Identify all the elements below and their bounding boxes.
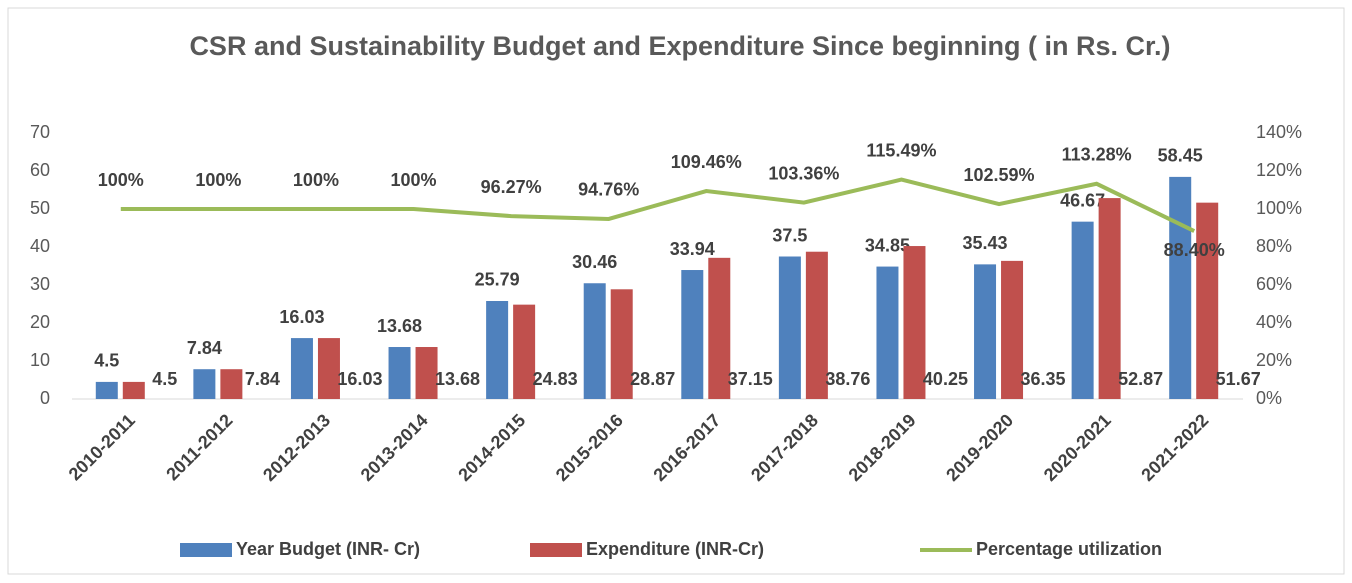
y2-tick-label: 120% [1256, 160, 1302, 180]
data-label: 100% [391, 170, 437, 190]
y-tick-label: 20 [30, 312, 50, 332]
data-label: 100% [195, 170, 241, 190]
data-label: 100% [98, 170, 144, 190]
legend-label: Percentage utilization [976, 539, 1162, 559]
bar [1071, 221, 1094, 399]
bar [193, 369, 216, 399]
data-label: 109.46% [671, 152, 742, 172]
data-label: 96.27% [481, 177, 542, 197]
data-label: 115.49% [866, 140, 936, 160]
data-label: 16.03 [337, 369, 382, 389]
y-tick-label: 10 [30, 350, 50, 370]
bar [415, 347, 438, 399]
data-label: 100% [293, 170, 339, 190]
bar [388, 347, 411, 399]
bar [708, 257, 731, 399]
data-label: 16.03 [279, 307, 324, 327]
bar [974, 264, 997, 399]
bar [1169, 176, 1192, 399]
bar [903, 246, 926, 399]
y2-tick-label: 80% [1256, 236, 1292, 256]
data-label: 88.40% [1164, 240, 1225, 260]
chart-border [7, 7, 1345, 575]
bar [122, 381, 145, 399]
y-tick-label: 60 [30, 160, 50, 180]
data-label: 25.79 [475, 270, 520, 290]
line-series [120, 177, 1196, 233]
bar [583, 283, 606, 399]
bar [778, 256, 801, 399]
data-label: 7.84 [245, 369, 280, 389]
y-tick-label: 40 [30, 236, 50, 256]
y-tick-label: 50 [30, 198, 50, 218]
data-label: 37.15 [728, 369, 773, 389]
data-label: 36.35 [1021, 369, 1066, 389]
data-label: 37.5 [772, 225, 807, 245]
data-label: 52.87 [1118, 369, 1163, 389]
bar [681, 270, 704, 399]
bar [610, 289, 633, 399]
data-label: 30.46 [572, 252, 617, 272]
legend-swatch [180, 543, 232, 557]
data-label: 33.94 [670, 239, 715, 259]
bar [513, 304, 536, 399]
chart-title: CSR and Sustainability Budget and Expend… [189, 31, 1171, 61]
data-label: 34.85 [865, 235, 910, 255]
y2-tick-label: 20% [1256, 350, 1292, 370]
bar [317, 338, 340, 399]
bar [1196, 202, 1219, 399]
data-label: 46.67 [1060, 190, 1105, 210]
data-label: 13.68 [377, 316, 422, 336]
bar [1001, 260, 1024, 399]
bar [876, 266, 899, 399]
bar [95, 381, 118, 399]
data-label: 35.43 [963, 233, 1008, 253]
data-label: 4.5 [94, 351, 119, 371]
data-label: 24.83 [533, 369, 578, 389]
legend-swatch [530, 543, 582, 557]
data-label: 7.84 [187, 338, 222, 358]
data-label: 4.5 [152, 369, 177, 389]
y-tick-label: 0 [40, 388, 50, 408]
data-label: 40.25 [923, 369, 968, 389]
y-tick-label: 30 [30, 274, 50, 294]
y2-tick-label: 40% [1256, 312, 1292, 332]
legend-label: Expenditure (INR-Cr) [586, 539, 764, 559]
y2-tick-label: 0% [1256, 388, 1282, 408]
data-label: 51.67 [1216, 369, 1261, 389]
y2-tick-label: 140% [1256, 122, 1302, 142]
bar [220, 369, 243, 399]
bar [1098, 198, 1121, 399]
data-label: 102.59% [964, 165, 1035, 185]
bar [805, 251, 828, 399]
bar [486, 300, 509, 399]
data-label: 13.68 [435, 369, 480, 389]
data-label: 103.36% [768, 163, 839, 183]
y2-tick-label: 100% [1256, 198, 1302, 218]
bar [290, 338, 313, 399]
data-label: 94.76% [578, 180, 639, 200]
legend-label: Year Budget (INR- Cr) [236, 539, 420, 559]
data-label: 113.28% [1062, 145, 1132, 165]
data-label: 58.45 [1158, 146, 1203, 166]
data-label: 38.76 [825, 369, 870, 389]
data-label: 28.87 [630, 369, 675, 389]
y2-tick-label: 60% [1256, 274, 1292, 294]
y-tick-label: 70 [30, 122, 50, 142]
